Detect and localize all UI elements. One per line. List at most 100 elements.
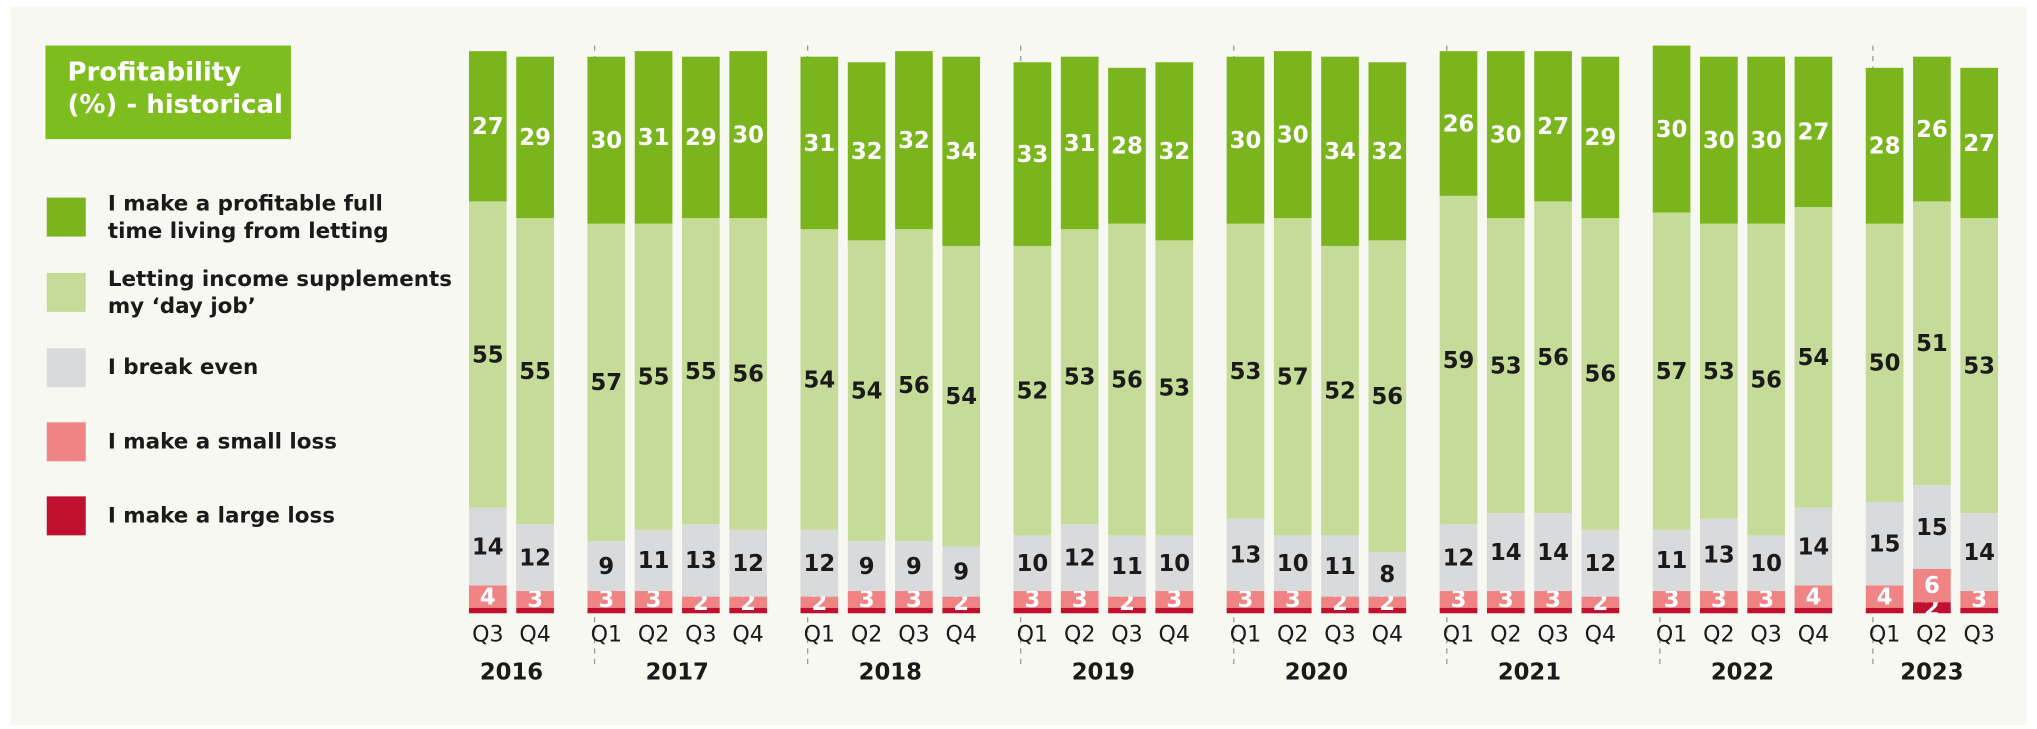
data-label: 9	[906, 554, 922, 580]
data-label: 31	[804, 131, 836, 157]
bar-segment	[587, 607, 626, 614]
bar-segment	[682, 524, 720, 597]
bar-segment	[1652, 529, 1691, 592]
bar-segment	[1108, 535, 1146, 597]
bar-segment	[1155, 62, 1194, 241]
data-label: 54	[945, 384, 977, 410]
bar-segment	[1060, 229, 1099, 525]
data-label: 30	[1656, 117, 1688, 143]
legend-holder: Letting income supplements my ‘day job’	[107, 265, 453, 319]
bar-segment	[1226, 607, 1265, 614]
bar-segment	[634, 607, 673, 614]
data-label: 30	[1703, 128, 1735, 154]
legend-label: I make a profitable full time living fro…	[107, 190, 389, 244]
bar-segment	[1652, 212, 1691, 530]
bar-segment	[1652, 45, 1691, 213]
data-label: 56	[898, 373, 930, 399]
x-tick-label: Q3	[1111, 622, 1142, 647]
data-label: 3	[1545, 587, 1561, 613]
x-tick-label: Q1	[591, 622, 622, 647]
legend-holder: I break even	[107, 355, 259, 380]
title-box	[45, 45, 291, 140]
bar-segment	[1486, 51, 1525, 219]
x-tick-label: Q3	[685, 622, 716, 647]
bar-segment	[1581, 607, 1620, 614]
data-label: 29	[1585, 125, 1617, 151]
bar-segment	[1960, 607, 1999, 614]
data-label: 3	[1711, 587, 1727, 613]
data-label: 59	[1443, 348, 1475, 374]
data-label: 34	[945, 139, 977, 165]
bar-segment	[587, 540, 626, 592]
data-label: 34	[1324, 139, 1356, 165]
data-label: 12	[1064, 545, 1096, 571]
chart-title: Profitability (%) - historical	[67, 55, 283, 120]
legend-swatch	[46, 422, 86, 462]
group-label: 2019	[1072, 660, 1135, 686]
bar-segment	[516, 607, 554, 614]
bar-segment	[1060, 56, 1099, 230]
bar-segment	[516, 524, 554, 592]
bar-segment	[1747, 607, 1785, 614]
legend-label: I make a large loss	[107, 503, 336, 528]
bar-segment	[1581, 596, 1620, 608]
legend-swatch	[46, 496, 86, 536]
x-tick-label: Q1	[1869, 622, 1900, 647]
bar-segment	[1321, 607, 1359, 614]
bar-segment	[895, 607, 933, 614]
bar-segment	[729, 607, 767, 614]
bar-segment	[847, 591, 886, 608]
data-label: 54	[1798, 345, 1830, 371]
x-tick-label: Q1	[1443, 622, 1474, 647]
x-tick-label: Q2	[1916, 622, 1947, 647]
x-tick-label: Q4	[945, 622, 976, 647]
x-tick-label: Q1	[1656, 622, 1687, 647]
data-label: 3	[646, 587, 662, 613]
x-tick-label: Q3	[1324, 622, 1355, 647]
bar-segment	[1747, 535, 1785, 592]
bar-segment	[1226, 518, 1265, 592]
x-tick-label: Q3	[1963, 622, 1994, 647]
bar-segment	[682, 607, 720, 614]
bar-segment	[1913, 485, 1951, 569]
bar-segment	[516, 218, 554, 525]
bar-segment	[1155, 535, 1194, 592]
data-label: 3	[1971, 587, 1987, 613]
bar-segment	[468, 51, 507, 202]
data-label: 31	[638, 125, 670, 151]
bar-segment	[682, 218, 720, 525]
bar-segment	[1108, 607, 1146, 614]
legend-label: Letting income supplements my ‘day job’	[107, 265, 453, 319]
bar-segment	[1534, 607, 1572, 614]
data-label: 12	[519, 545, 551, 571]
x-tick-label: Q2	[1064, 622, 1095, 647]
legend-label: I break even	[107, 355, 259, 380]
bar-segment	[942, 245, 981, 547]
bar-segment	[1700, 518, 1738, 592]
x-tick-label: Q4	[1159, 622, 1190, 647]
bar-segment	[1960, 67, 1999, 219]
data-label: 32	[898, 128, 930, 154]
data-label: 33	[1017, 142, 1049, 168]
bar-segment	[942, 546, 981, 597]
data-label: 9	[598, 554, 614, 580]
bar-segment	[682, 596, 720, 608]
bar-segment	[468, 607, 507, 614]
data-label: 30	[1230, 128, 1262, 154]
bar-segment	[1368, 607, 1407, 614]
bar-segment	[1321, 535, 1359, 597]
bar-segment	[1865, 67, 1904, 224]
data-label: 10	[1750, 551, 1782, 577]
bar-segment	[895, 591, 933, 608]
legend-swatch	[46, 197, 86, 237]
data-label: 53	[1064, 365, 1096, 391]
bar-segment	[1273, 591, 1312, 608]
bar-segment	[1368, 240, 1407, 553]
data-label: 30	[590, 128, 622, 154]
bar-segment	[1273, 607, 1312, 614]
data-label: 12	[1585, 551, 1617, 577]
bar-segment	[1581, 218, 1620, 530]
bar-segment	[729, 51, 767, 219]
